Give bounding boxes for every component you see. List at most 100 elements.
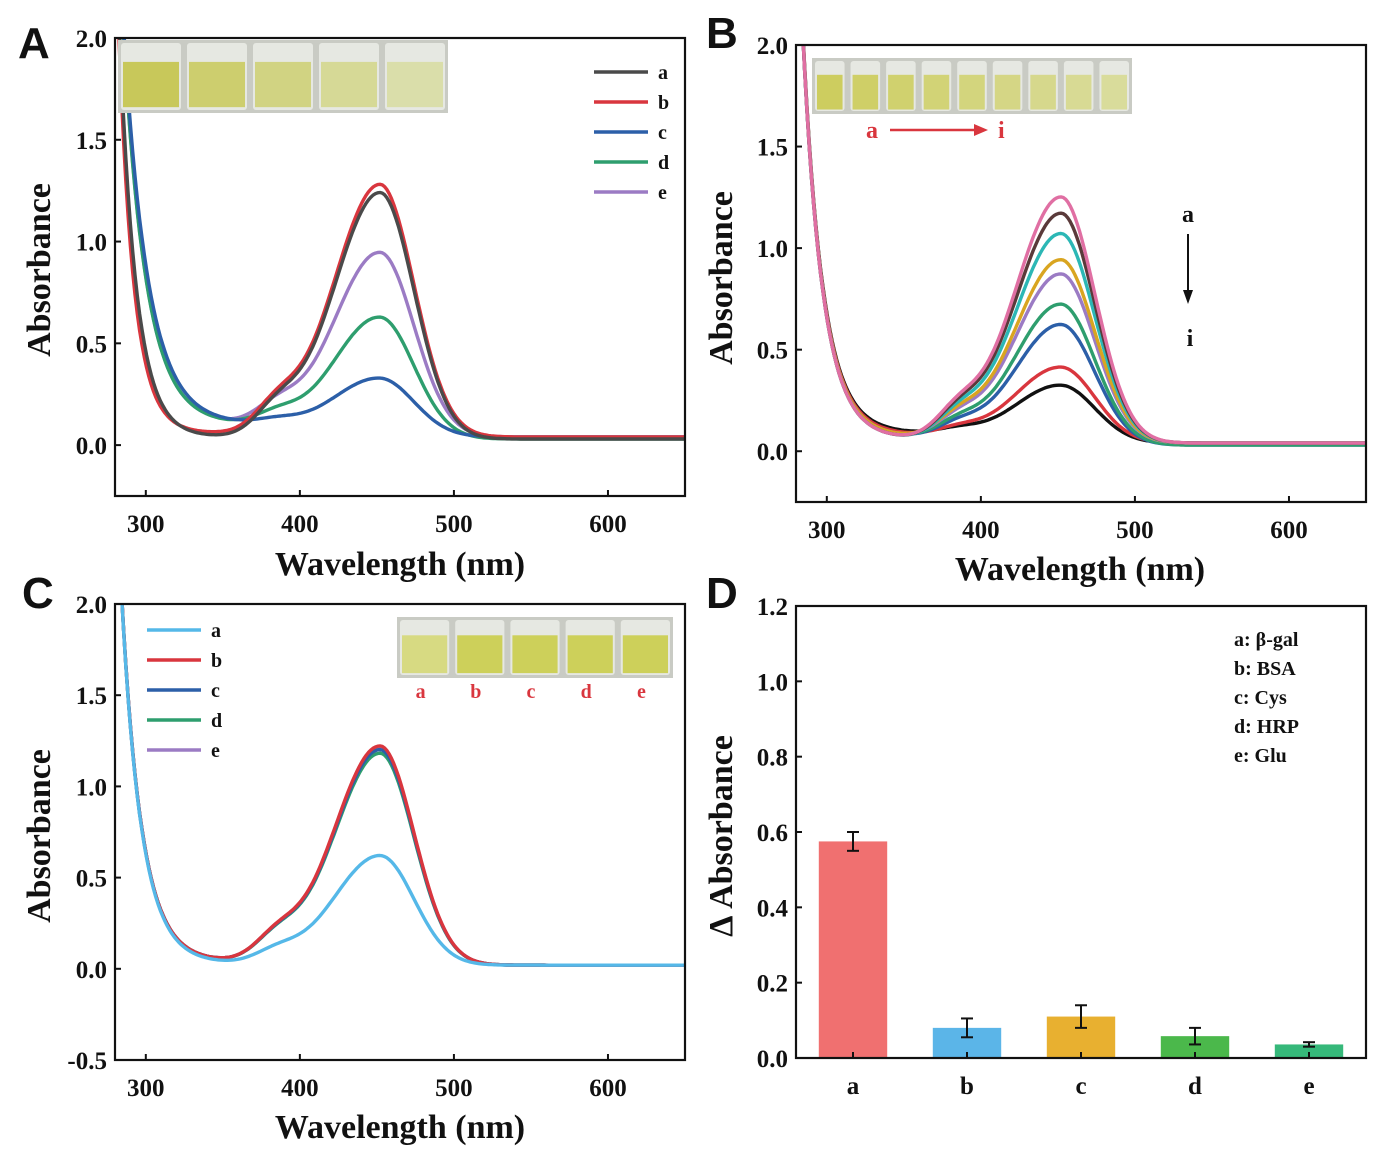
y-tick-label: 1.0 — [76, 230, 107, 257]
y-axis-title: Absorbance — [21, 749, 58, 923]
vial-liquid — [567, 635, 613, 674]
legend-entry: c: Cys — [1234, 687, 1287, 709]
trend-arrow-from: a — [1182, 202, 1194, 228]
x-axis-title: Wavelength (nm) — [275, 1109, 525, 1146]
y-tick-label: 0.0 — [76, 433, 107, 460]
error-bar-e — [1303, 1041, 1315, 1048]
vial-liquid — [888, 74, 914, 110]
bar-a — [818, 841, 888, 1058]
panel-b: B 0.0 0.5 1.0 1.5 2.0 300 400 500 600 Wavelength (… — [703, 9, 1368, 588]
vial-liquid — [189, 61, 245, 108]
x-tick-label: 500 — [435, 1075, 473, 1102]
x-tick-label: 600 — [589, 511, 627, 538]
legend-entry: a: β-gal — [1234, 629, 1299, 651]
trend-arrow: ai — [1182, 202, 1194, 352]
trend-arrow-to: i — [1187, 326, 1194, 352]
x-tick-label: 600 — [589, 1075, 627, 1102]
arrow-head — [974, 124, 988, 136]
bar-e — [1274, 1044, 1344, 1058]
x-tick-label: 400 — [962, 517, 1000, 544]
legend-label-b: b — [658, 92, 669, 114]
plot-frame — [794, 43, 1368, 504]
y-tick-label: 0.2 — [757, 971, 788, 998]
error-bar-d — [1189, 1026, 1201, 1046]
y-tick-label: 2.0 — [76, 26, 107, 53]
vial-liquid — [923, 74, 950, 110]
y-tick-label: 0.6 — [757, 820, 788, 847]
legend-label-a: a — [211, 620, 221, 642]
vial-liquid — [387, 61, 443, 108]
vial-liquid — [1065, 74, 1092, 110]
x-tick-label: b — [960, 1073, 974, 1100]
y-tick-label: 0.5 — [757, 338, 788, 365]
x-tick-label: a — [847, 1073, 860, 1100]
vial-liquid — [817, 74, 843, 110]
x-tick-label: 500 — [1116, 517, 1154, 544]
y-tick-label: 1.5 — [76, 683, 107, 710]
inset-vial-label: d — [581, 681, 592, 703]
vial-liquid — [852, 74, 879, 110]
x-tick-label: 500 — [435, 511, 473, 538]
inset-vial-photo — [812, 58, 1132, 114]
vial-liquid — [321, 61, 377, 108]
legend-label-a: a — [658, 62, 668, 84]
x-axis-title: Wavelength (nm) — [275, 546, 525, 583]
x-tick-label: e — [1303, 1073, 1314, 1100]
inset-vial-label: b — [470, 681, 481, 703]
x-tick-label: d — [1188, 1073, 1202, 1100]
legend-entry: d: HRP — [1234, 716, 1299, 738]
y-tick-label: 1.2 — [757, 594, 788, 621]
vial-liquid — [402, 635, 448, 674]
vial-liquid — [622, 635, 668, 674]
x-tick-label: 600 — [1270, 517, 1308, 544]
inset-vial-label: e — [637, 681, 646, 703]
y-tick-label: 1.0 — [757, 669, 788, 696]
x-axis-title: Wavelength (nm) — [955, 551, 1205, 588]
vial-liquid — [1101, 74, 1127, 110]
legend-label-b: b — [211, 650, 222, 672]
panel-c: C -0.5 0.0 0.5 1.0 1.5 2.0 300 400 500 600 Waveleng… — [21, 569, 687, 1146]
inset-vial-photo — [118, 40, 448, 113]
legend-entry: e: Glu — [1234, 745, 1287, 767]
y-tick-label: 0.5 — [76, 866, 107, 893]
error-bar-b — [961, 1017, 973, 1039]
bar-d — [1160, 1036, 1230, 1058]
error-bar-a — [847, 831, 859, 852]
y-tick-label: 0.0 — [76, 957, 107, 984]
series-line-a — [118, 38, 685, 441]
legend-label-d: d — [658, 152, 669, 174]
y-axis-title: Δ Absorbance — [703, 735, 740, 937]
vial-liquid — [1030, 74, 1056, 110]
vial-liquid — [457, 635, 503, 674]
vial-liquid — [123, 61, 179, 108]
vial-liquid — [255, 61, 311, 108]
y-tick-label: 1.5 — [76, 128, 107, 155]
inset-vial-photo — [397, 617, 673, 678]
x-tick-label: 400 — [281, 1075, 319, 1102]
y-tick-label: 1.0 — [76, 774, 107, 801]
inset-vial-label: c — [527, 681, 536, 703]
legend-label-e: e — [658, 182, 667, 204]
x-tick-label: 300 — [808, 517, 846, 544]
y-tick-label: 0.4 — [757, 895, 789, 922]
x-tick-label: 400 — [281, 511, 319, 538]
x-tick-label: c — [1075, 1073, 1086, 1100]
vial-liquid — [994, 74, 1021, 110]
series-group — [801, 45, 1366, 447]
legend-entry: b: BSA — [1234, 658, 1296, 680]
legend: a: β-gal b: BSA c: Cys d: HRP e: Glu — [1234, 629, 1299, 767]
series-line-a — [120, 604, 685, 967]
y-tick-label: 0.0 — [757, 1046, 788, 1073]
panel-a: A 0.0 0.5 1.0 1.5 2.0 300 400 500 600 Wavelength (… — [18, 19, 687, 583]
series-group — [117, 38, 685, 441]
vial-liquid — [959, 74, 985, 110]
inset-arrow-from: a — [866, 118, 878, 144]
legend-label-c: c — [211, 680, 220, 702]
y-axis-title: Absorbance — [21, 183, 58, 357]
plot-frame — [113, 602, 687, 1062]
y-tick-label: 2.0 — [76, 592, 107, 619]
y-tick-label: 2.0 — [757, 33, 788, 60]
y-tick-label: 0.8 — [757, 745, 788, 772]
series-line-a — [801, 45, 1366, 445]
